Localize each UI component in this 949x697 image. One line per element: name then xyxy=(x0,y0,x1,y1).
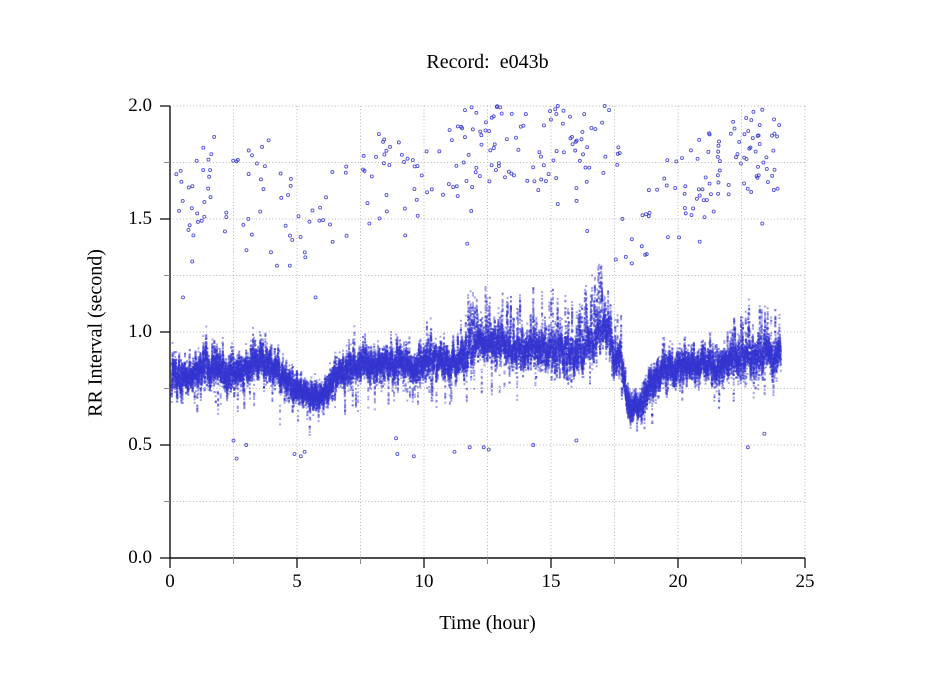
x-tick-label: 10 xyxy=(414,571,434,592)
x-tick-label: 0 xyxy=(165,571,175,592)
x-tick-label: 20 xyxy=(668,571,688,592)
y-tick-label: 2.0 xyxy=(128,95,152,116)
y-tick-label: 1.0 xyxy=(128,321,152,342)
x-axis-label: Time (hour) xyxy=(439,612,536,634)
x-tick-label: 15 xyxy=(541,571,561,592)
x-tick-label: 25 xyxy=(795,571,815,592)
x-tick-label: 5 xyxy=(292,571,302,592)
y-tick-label: 0.0 xyxy=(128,547,152,568)
y-tick-label: 0.5 xyxy=(128,434,152,455)
y-tick-label: 1.5 xyxy=(128,208,152,229)
chart-title: Record: e043b xyxy=(426,51,549,73)
